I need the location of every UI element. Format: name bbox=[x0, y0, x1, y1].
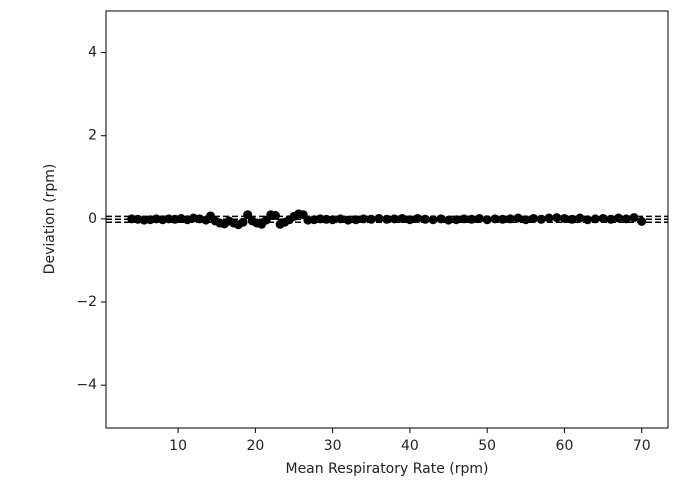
y-tick-label: 0 bbox=[88, 211, 97, 227]
data-point bbox=[637, 216, 647, 226]
x-tick-label: 20 bbox=[246, 438, 264, 454]
y-tick-label: 4 bbox=[88, 45, 97, 61]
y-tick-label: −4 bbox=[76, 377, 97, 393]
plot-frame bbox=[105, 10, 669, 429]
x-axis-label: Mean Respiratory Rate (rpm) bbox=[285, 461, 488, 477]
x-tick-label: 60 bbox=[556, 438, 574, 454]
data-point bbox=[513, 213, 523, 223]
data-point bbox=[270, 211, 280, 221]
x-tick-label: 70 bbox=[633, 438, 651, 454]
x-tick-label: 50 bbox=[478, 438, 496, 454]
data-point bbox=[544, 213, 554, 223]
x-tick-label: 10 bbox=[169, 438, 187, 454]
y-axis-label: Deviation (rpm) bbox=[42, 164, 58, 275]
y-tick-label: −2 bbox=[76, 294, 97, 310]
data-point bbox=[629, 213, 639, 223]
data-point bbox=[552, 213, 562, 223]
data-point bbox=[614, 213, 624, 223]
x-tick-label: 30 bbox=[324, 438, 342, 454]
y-tick-label: 2 bbox=[88, 128, 97, 144]
data-point bbox=[575, 213, 585, 223]
x-tick-label: 40 bbox=[401, 438, 419, 454]
